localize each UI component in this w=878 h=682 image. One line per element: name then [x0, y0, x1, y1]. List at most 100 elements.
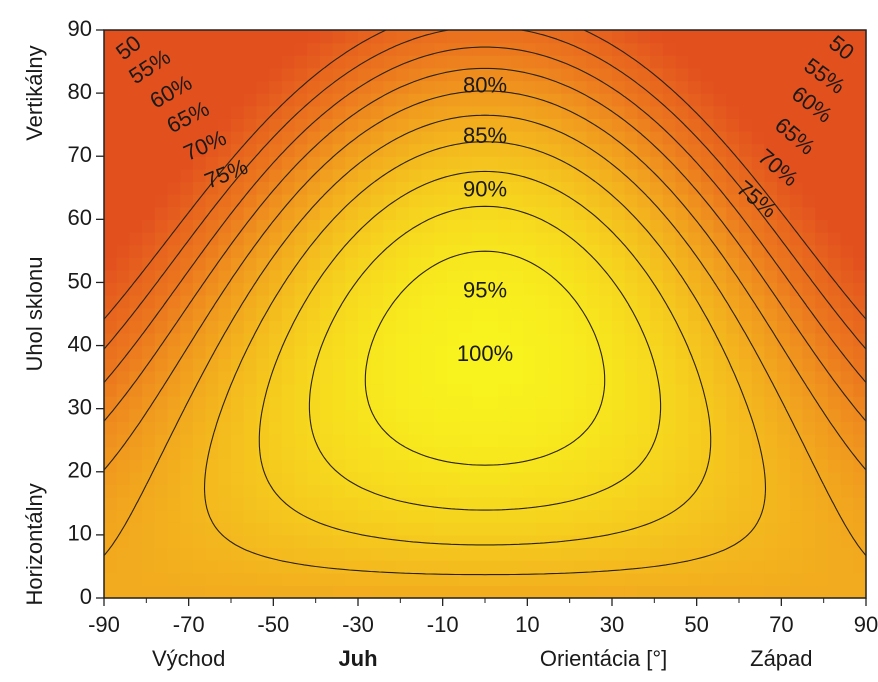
heatmap-cell	[269, 55, 283, 69]
heatmap-cell	[192, 320, 207, 334]
heatmap-cell	[421, 55, 435, 69]
heatmap-cell	[510, 459, 524, 473]
heatmap-cell	[624, 231, 638, 246]
heatmap-cell	[751, 269, 765, 284]
heatmap-cell	[116, 332, 130, 347]
contour-label: 90%	[463, 177, 507, 202]
heatmap-cell	[739, 332, 753, 347]
contour-line	[203, 141, 767, 576]
heatmap-cell	[446, 396, 461, 410]
heatmap-cell	[586, 118, 600, 132]
heatmap-cell	[154, 118, 169, 132]
heatmap-cell	[345, 358, 359, 372]
heatmap-cell	[777, 383, 791, 397]
heatmap-cell	[561, 206, 575, 220]
heatmap-cell	[116, 572, 130, 586]
heatmap-cell	[231, 585, 245, 599]
heatmap-cell	[104, 446, 118, 460]
heatmap-cell	[764, 181, 778, 195]
heatmap-cell	[485, 194, 499, 208]
heatmap-cell	[358, 80, 372, 94]
heatmap-cell	[612, 358, 626, 372]
heatmap-cell	[561, 282, 575, 296]
heatmap-cell	[535, 522, 550, 536]
heatmap-cell	[205, 244, 219, 258]
heatmap-cell	[218, 42, 232, 56]
heatmap-cell	[751, 547, 765, 561]
heatmap-cell	[434, 194, 448, 208]
heatmap-cell	[650, 105, 664, 119]
heatmap-cell	[497, 307, 511, 321]
heatmap-cell	[573, 219, 588, 233]
heatmap-cell	[764, 560, 778, 574]
heatmap-cell	[612, 484, 626, 498]
heatmap-cell	[548, 105, 562, 119]
heatmap-cell	[256, 585, 270, 599]
heatmap-cell	[218, 509, 232, 523]
heatmap-cell	[573, 194, 588, 208]
heatmap-cell	[231, 194, 245, 208]
heatmap-cell	[739, 206, 753, 220]
heatmap-cell	[650, 244, 664, 258]
heatmap-cell	[256, 219, 270, 233]
heatmap-cell	[104, 105, 118, 119]
heatmap-cell	[180, 194, 194, 208]
heatmap-cell	[396, 522, 410, 536]
heatmap-cell	[675, 560, 689, 574]
heatmap-cell	[434, 168, 448, 183]
heatmap-cell	[751, 93, 765, 107]
heatmap-cell	[637, 497, 651, 511]
heatmap-cell	[662, 42, 677, 56]
heatmap-cell	[764, 332, 778, 347]
heatmap-cell	[675, 156, 689, 170]
heatmap-cell	[104, 30, 118, 44]
direction-label-south: Juh	[338, 646, 377, 671]
heatmap-cell	[294, 522, 308, 536]
heatmap-cell	[142, 547, 156, 561]
heatmap-cell	[637, 257, 651, 271]
heatmap-cell	[650, 332, 664, 347]
heatmap-cell	[650, 370, 664, 385]
heatmap-cell	[396, 534, 410, 549]
heatmap-cell	[726, 421, 740, 435]
heatmap-cell	[281, 244, 296, 258]
heatmap-cell	[802, 572, 816, 586]
heatmap-cell	[129, 295, 143, 309]
heatmap-cell	[548, 345, 562, 359]
heatmap-cell	[459, 282, 473, 296]
heatmap-cell	[751, 471, 765, 485]
heatmap-cell	[231, 534, 245, 549]
heatmap-cell	[319, 572, 334, 586]
heatmap-cell	[523, 282, 537, 296]
heatmap-cell	[497, 408, 511, 422]
heatmap-cell	[396, 156, 410, 170]
heatmap-cell	[243, 471, 257, 485]
heatmap-cell	[789, 509, 804, 523]
heatmap-cell	[535, 345, 550, 359]
heatmap-cell	[446, 383, 461, 397]
heatmap-cell	[599, 459, 613, 473]
heatmap-cell	[561, 143, 575, 157]
heatmap-cell	[485, 509, 499, 523]
heatmap-cell	[497, 345, 511, 359]
heatmap-cell	[662, 345, 677, 359]
heatmap-cell	[764, 585, 778, 599]
heatmap-cell	[269, 295, 283, 309]
heatmap-cell	[523, 547, 537, 561]
heatmap-cell	[777, 433, 791, 448]
heatmap-cell	[815, 156, 829, 170]
heatmap-cell	[446, 295, 461, 309]
heatmap-cell	[764, 206, 778, 220]
heatmap-cell	[459, 497, 473, 511]
heatmap-cell	[142, 560, 156, 574]
heatmap-cell	[497, 522, 511, 536]
heatmap-cell	[624, 421, 638, 435]
heatmap-cell	[154, 421, 169, 435]
heatmap-cell	[421, 345, 435, 359]
heatmap-cell	[700, 181, 715, 195]
heatmap-cell	[129, 484, 143, 498]
heatmap-cell	[662, 383, 677, 397]
heatmap-cell	[751, 30, 765, 44]
heatmap-cell	[319, 55, 334, 69]
heatmap-cell	[345, 433, 359, 448]
